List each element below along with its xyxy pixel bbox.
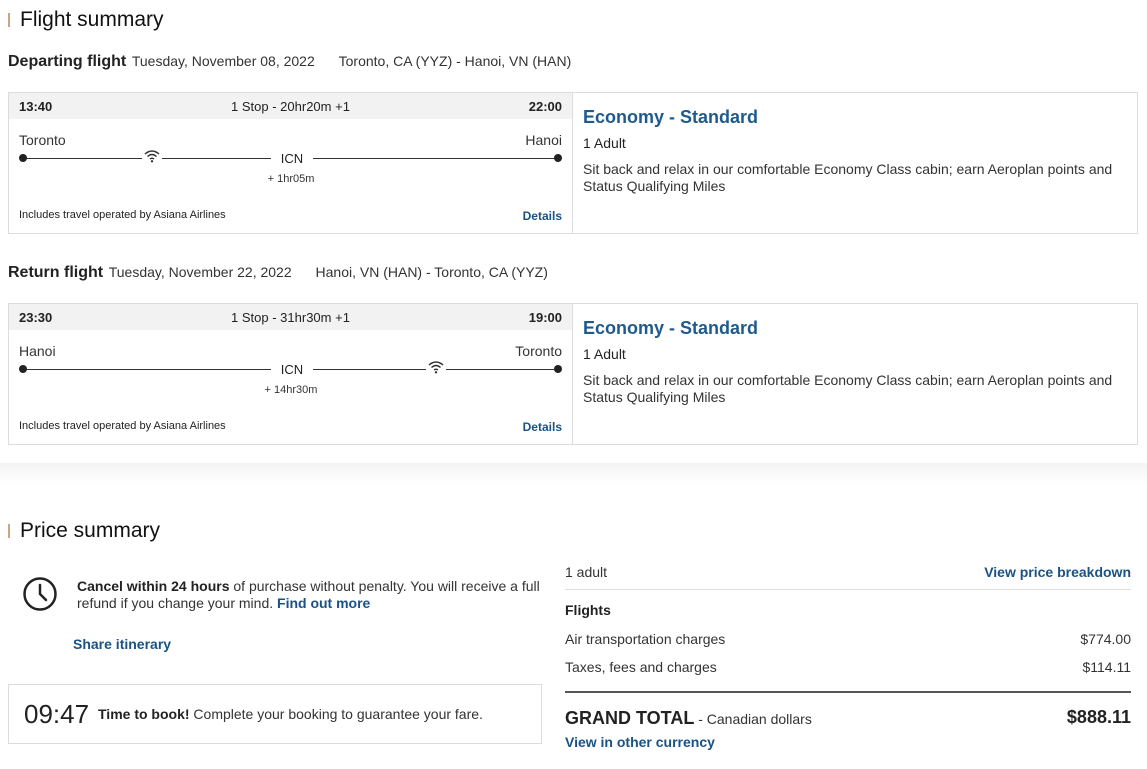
taxes-fees-row: Taxes, fees and charges $114.11	[565, 659, 1131, 675]
flights-label: Flights	[565, 602, 611, 618]
destination-dot	[554, 154, 562, 162]
air-transportation-row: Air transportation charges $774.00	[565, 631, 1131, 647]
charge-value: $774.00	[1080, 631, 1131, 647]
departing-flight-date: Tuesday, November 08, 2022	[131, 53, 315, 69]
cabin-class: Economy - Standard	[583, 318, 759, 338]
grand-total-label: GRAND TOTAL	[565, 708, 695, 728]
booking-timer: 09:47 Time to book! Complete your bookin…	[8, 684, 542, 744]
currency-label: - Canadian dollars	[694, 711, 812, 727]
layover-duration: + 1hr05m	[267, 173, 315, 185]
wifi-icon	[142, 149, 162, 163]
countdown-time: 09:47	[24, 699, 90, 729]
departing-flight-card: 13:40 1 Stop - 20hr20m +1 22:00 Toronto …	[8, 92, 1138, 234]
charge-label: Taxes, fees and charges	[565, 659, 717, 675]
cabin-class: Economy - Standard	[583, 107, 759, 127]
find-out-more-link[interactable]: Find out more	[277, 595, 371, 611]
timer-message-bold: Time to book!	[98, 706, 190, 722]
charge-label: Air transportation charges	[565, 631, 726, 647]
view-other-currency-link[interactable]: View in other currency	[565, 734, 715, 750]
passenger-count: 1 Adult	[583, 135, 626, 151]
return-flight-heading: Return flight Tuesday, November 22, 2022…	[8, 264, 548, 282]
wifi-icon	[426, 360, 446, 374]
total-divider	[565, 691, 1131, 693]
return-flight-route: Hanoi, VN (HAN) - Toronto, CA (YYZ)	[315, 264, 548, 280]
details-link[interactable]: Details	[522, 209, 562, 223]
return-time-bar: 23:30 1 Stop - 31hr30m +1 19:00	[9, 304, 572, 330]
departing-flight-heading: Departing flight Tuesday, November 08, 2…	[8, 53, 571, 71]
cancel-policy-text: Cancel within 24 hours of purchase witho…	[77, 578, 547, 612]
return-flight-date: Tuesday, November 22, 2022	[108, 264, 292, 280]
flight-summary-title-text: Flight summary	[20, 8, 164, 31]
details-link[interactable]: Details	[522, 420, 562, 434]
stop-airport-code: ICN	[271, 151, 313, 166]
price-summary-title: Price summary	[8, 519, 160, 543]
departing-flight-route: Toronto, CA (YYZ) - Hanoi, VN (HAN)	[338, 53, 572, 69]
origin-city: Toronto	[19, 132, 66, 148]
stop-airport-code: ICN	[271, 362, 313, 377]
arrival-time: 19:00	[528, 310, 562, 325]
cancel-policy-body: of purchase without penalty. You will re…	[77, 578, 540, 611]
adult-count: 1 adult	[565, 564, 608, 580]
origin-city: Hanoi	[19, 343, 56, 359]
origin-dot	[19, 365, 27, 373]
destination-dot	[554, 365, 562, 373]
stops-duration: 1 Stop - 20hr20m +1	[231, 99, 350, 114]
view-price-breakdown-link[interactable]: View price breakdown	[984, 564, 1131, 580]
arrival-time: 22:00	[528, 99, 562, 114]
section-separator	[0, 463, 1147, 485]
cabin-description: Sit back and relax in our comfortable Ec…	[583, 372, 1113, 405]
departure-time: 13:40	[19, 99, 53, 114]
passenger-count: 1 Adult	[583, 346, 626, 362]
title-accent-bar	[8, 524, 10, 538]
return-itinerary: 23:30 1 Stop - 31hr30m +1 19:00 Hanoi To…	[9, 304, 573, 444]
flight-summary-title: Flight summary	[8, 8, 164, 32]
price-summary-title-text: Price summary	[20, 519, 161, 542]
departing-itinerary: 13:40 1 Stop - 20hr20m +1 22:00 Toronto …	[9, 93, 573, 233]
return-flight-label: Return flight	[8, 264, 104, 281]
charge-value: $114.11	[1082, 659, 1131, 675]
title-accent-bar	[8, 13, 10, 27]
layover-duration: + 14hr30m	[264, 384, 318, 396]
divider	[565, 589, 1131, 590]
departing-time-bar: 13:40 1 Stop - 20hr20m +1 22:00	[9, 93, 572, 119]
stops-duration: 1 Stop - 31hr30m +1	[231, 310, 350, 325]
grand-total-value: $888.11	[1066, 707, 1131, 727]
timer-message: Time to book! Complete your booking to g…	[98, 706, 483, 722]
departure-time: 23:30	[19, 310, 53, 325]
destination-city: Hanoi	[525, 132, 562, 148]
return-cabin-info: Economy - Standard 1 Adult Sit back and …	[583, 304, 1133, 444]
destination-city: Toronto	[515, 343, 562, 359]
other-currency-row: View in other currency	[565, 734, 1131, 750]
share-itinerary-link[interactable]: Share itinerary	[73, 636, 172, 652]
cancel-policy-bold: Cancel within 24 hours	[77, 578, 230, 594]
operated-by-note: Includes travel operated by Asiana Airli…	[19, 420, 226, 432]
departing-cabin-info: Economy - Standard 1 Adult Sit back and …	[583, 93, 1133, 233]
cabin-description: Sit back and relax in our comfortable Ec…	[583, 161, 1113, 194]
departing-flight-label: Departing flight	[8, 53, 127, 70]
timer-message-body: Complete your booking to guarantee your …	[189, 706, 483, 722]
operated-by-note: Includes travel operated by Asiana Airli…	[19, 209, 226, 221]
adult-count-row: 1 adult View price breakdown	[565, 564, 1131, 580]
grand-total-row: GRAND TOTAL - Canadian dollars $888.11	[565, 707, 1131, 729]
origin-dot	[19, 154, 27, 162]
clock-icon	[22, 576, 58, 612]
return-flight-card: 23:30 1 Stop - 31hr30m +1 19:00 Hanoi To…	[8, 303, 1138, 445]
